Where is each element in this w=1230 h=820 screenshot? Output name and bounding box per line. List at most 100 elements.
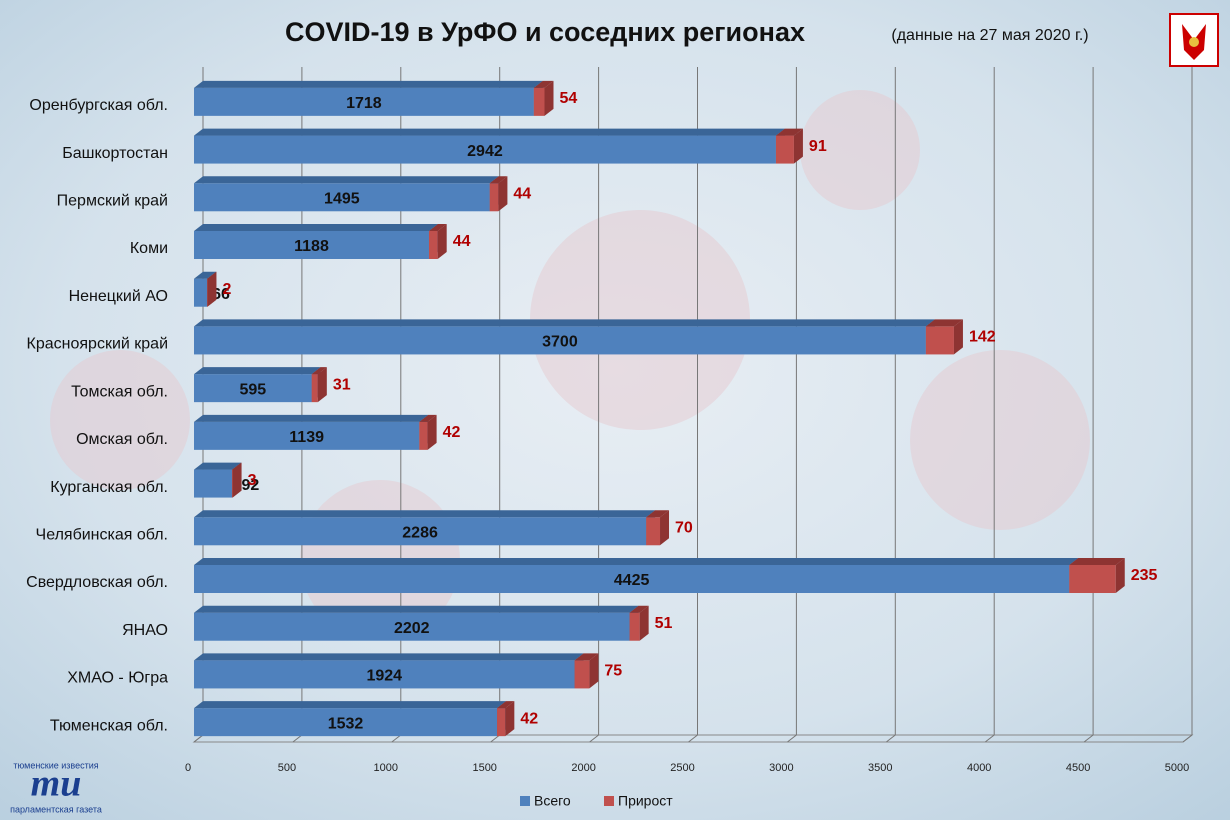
bar-top xyxy=(419,414,437,422)
bar-top xyxy=(497,701,515,709)
bar-side xyxy=(544,80,554,116)
value-label: 51 xyxy=(655,615,673,632)
bar-side xyxy=(589,653,599,689)
x-tick-label: 2500 xyxy=(670,762,694,774)
value-label: 142 xyxy=(969,329,996,346)
bar-top xyxy=(428,224,447,231)
x-tick-label: 1500 xyxy=(472,762,496,774)
bar xyxy=(629,612,640,641)
bar xyxy=(194,278,208,307)
x-tick-label: 500 xyxy=(278,762,296,774)
bar-side xyxy=(498,176,508,212)
bar-top xyxy=(775,128,803,136)
bar-top xyxy=(925,319,963,327)
bar-top xyxy=(194,653,584,661)
y-tick-label: ЯНАО xyxy=(122,622,168,639)
bar-side xyxy=(427,414,437,450)
value-label: 42 xyxy=(443,424,461,441)
bar xyxy=(497,708,506,737)
bar xyxy=(489,183,499,212)
bar xyxy=(194,326,926,355)
bar-top xyxy=(533,80,554,88)
bar-top xyxy=(194,462,241,470)
bar-top xyxy=(194,271,217,279)
y-tick-label: Омская обл. xyxy=(76,431,168,448)
value-label: 2 xyxy=(222,281,231,298)
legend-swatch xyxy=(520,796,530,806)
bar-top xyxy=(194,319,935,327)
bar-top xyxy=(489,176,508,184)
value-label: 1924 xyxy=(366,668,402,685)
bar xyxy=(194,660,575,689)
value-label: 44 xyxy=(453,233,471,250)
grid-line xyxy=(787,67,797,743)
bar xyxy=(533,87,545,116)
bar-top xyxy=(194,558,1079,565)
value-label: 1139 xyxy=(289,429,324,446)
bar-side xyxy=(505,701,515,737)
y-tick-label: Курганская обл. xyxy=(50,479,168,496)
bar xyxy=(194,517,647,546)
bar-top xyxy=(194,128,785,136)
bar-side xyxy=(793,128,803,164)
logo: тюменские известия ти парламентская газе… xyxy=(10,760,102,814)
bar xyxy=(775,135,794,164)
x-tick-label: 2000 xyxy=(571,762,595,774)
bar xyxy=(194,87,534,116)
bar-top xyxy=(194,80,543,88)
bar-top xyxy=(207,271,217,279)
value-label: 1532 xyxy=(328,715,364,732)
y-tick-label: Коми xyxy=(130,240,168,257)
value-label: 3700 xyxy=(542,334,578,351)
grid-line xyxy=(1083,67,1094,743)
bar xyxy=(194,612,630,641)
value-label: 31 xyxy=(333,376,351,393)
chart-subtitle: (данные на 27 мая 2020 г.) xyxy=(891,27,1088,44)
bar-side xyxy=(639,605,649,641)
y-tick-label: Тюменская обл. xyxy=(50,717,168,734)
logo-bottom: парламентская газета xyxy=(10,804,102,814)
bar-top xyxy=(194,176,499,184)
bar-top xyxy=(194,367,321,375)
value-label: 66 xyxy=(212,286,230,303)
legend-label: Всего xyxy=(534,793,571,809)
bar xyxy=(194,183,490,212)
bar xyxy=(574,660,590,689)
legend-label: Прирост xyxy=(618,793,673,809)
bar-side xyxy=(953,319,963,355)
emblem xyxy=(1169,13,1219,67)
bar-side xyxy=(437,224,447,259)
bar xyxy=(194,565,1070,593)
value-label: 3 xyxy=(248,472,257,489)
value-label: 70 xyxy=(675,520,693,537)
logo-top: тюменские известия xyxy=(13,760,98,770)
x-tick-label: 3000 xyxy=(769,762,793,774)
x-tick-label: 0 xyxy=(185,762,191,774)
bar-top xyxy=(646,510,670,518)
bar xyxy=(231,469,233,498)
bar-top xyxy=(194,605,639,613)
bar xyxy=(194,469,232,498)
y-tick-label: Свердловская обл. xyxy=(26,574,168,591)
value-label: 2942 xyxy=(467,143,503,160)
bar-top xyxy=(231,462,242,470)
x-tick-label: 4500 xyxy=(1066,762,1090,774)
bar-side xyxy=(232,462,242,498)
value-label: 235 xyxy=(1131,567,1158,584)
logo-mark: ти xyxy=(31,763,82,805)
value-label: 2202 xyxy=(394,620,430,637)
y-tick-label: Красноярский край xyxy=(27,336,168,353)
value-label: 44 xyxy=(513,186,531,203)
bar-top xyxy=(629,605,649,613)
bar xyxy=(194,421,420,450)
bar-top xyxy=(194,510,656,518)
x-tick-label: 4000 xyxy=(967,762,991,774)
bar xyxy=(194,374,312,403)
bar-side xyxy=(660,510,670,546)
value-label: 54 xyxy=(560,90,578,107)
bar xyxy=(194,708,498,737)
value-label: 1495 xyxy=(324,191,360,208)
bar xyxy=(1069,565,1116,593)
y-tick-label: Ненецкий АО xyxy=(69,288,168,305)
